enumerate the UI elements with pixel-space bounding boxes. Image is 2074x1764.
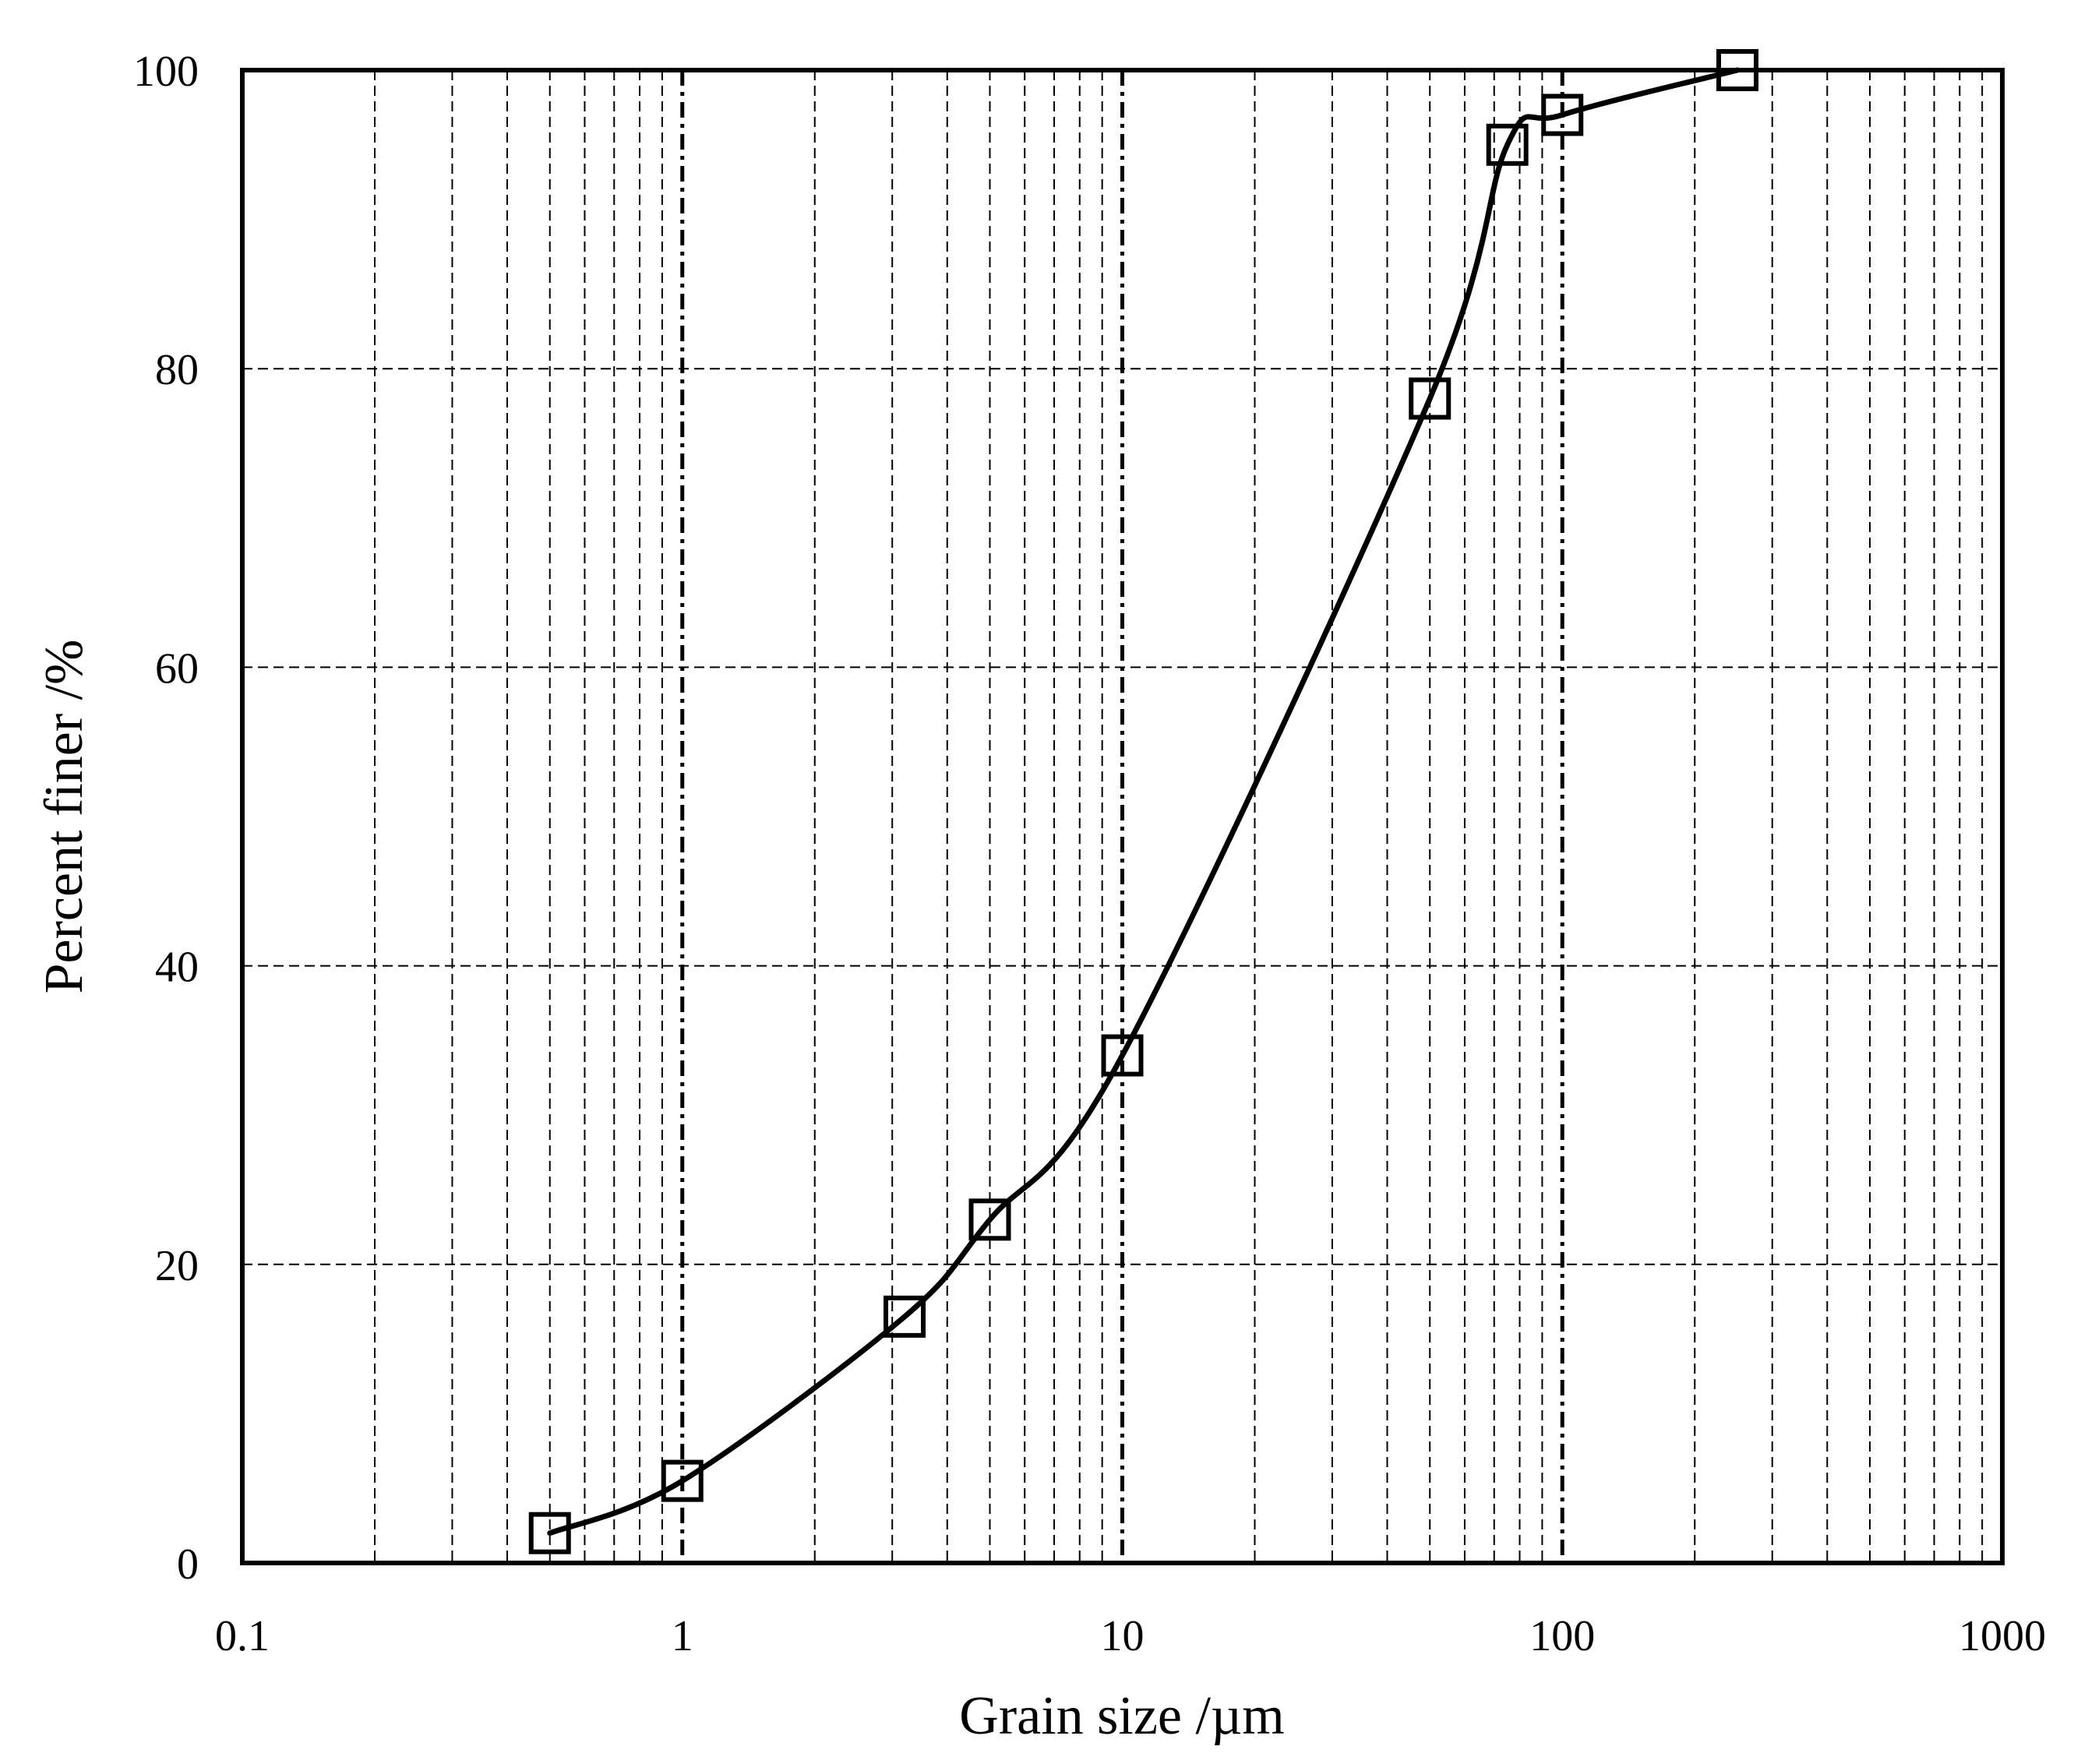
x-tick-label: 0.1	[215, 1612, 270, 1660]
series-layer	[528, 49, 1758, 1554]
plot-frame	[240, 68, 2005, 1565]
y-tick-label: 20	[155, 1242, 199, 1290]
y-tick-label: 0	[177, 1540, 199, 1589]
x-tick-label: 100	[1529, 1612, 1595, 1660]
series-line	[547, 67, 1741, 1536]
y-tick-label: 40	[155, 944, 199, 992]
y-axis-title: Percent finer /%	[34, 640, 94, 994]
data-point-marker	[1101, 1034, 1144, 1077]
tick-label-layer: 0.1 1 10 100 1000 0 20 40 60 80 100	[133, 48, 2046, 1660]
x-axis-title: Grain size /µm	[959, 1686, 1284, 1746]
data-point-marker	[1541, 93, 1584, 136]
data-point-marker	[1409, 377, 1451, 420]
x-tick-label: 1000	[1959, 1612, 2046, 1660]
y-tick-label: 100	[133, 48, 199, 96]
data-point-marker	[661, 1459, 704, 1502]
x-tick-label: 1	[672, 1612, 693, 1660]
y-tick-label: 60	[155, 644, 199, 693]
data-point-marker	[1486, 123, 1529, 166]
grid-layer	[242, 70, 2002, 1563]
data-point-marker	[884, 1295, 926, 1338]
data-point-marker	[968, 1198, 1011, 1241]
x-tick-label: 10	[1101, 1612, 1145, 1660]
y-tick-label: 80	[155, 346, 199, 394]
data-point-marker	[528, 1512, 571, 1554]
